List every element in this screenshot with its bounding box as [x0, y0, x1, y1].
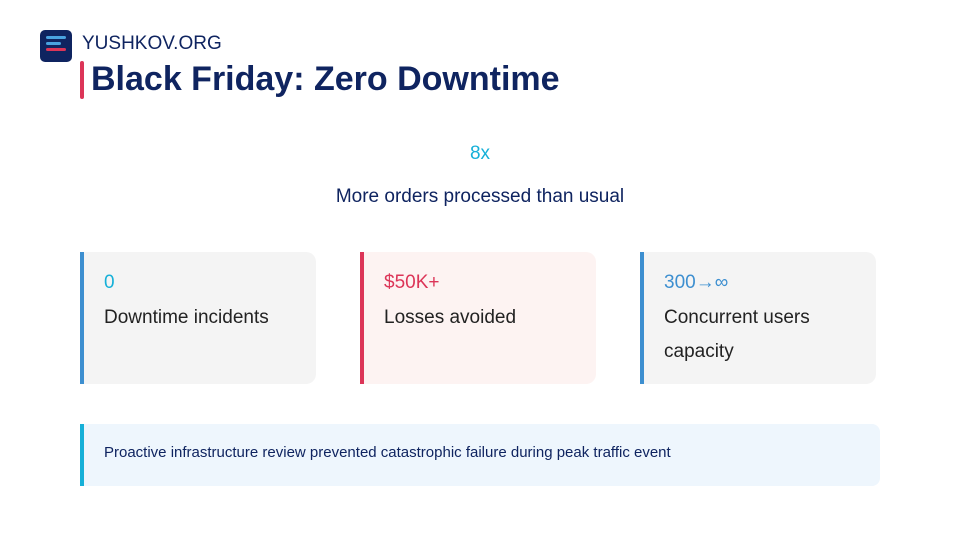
stat-value: $50K+: [384, 272, 440, 293]
stat-card-downtime: 0 Downtime incidents: [80, 252, 316, 384]
stat-value: 300→∞: [664, 272, 729, 293]
stat-label: Concurrent users capacity: [664, 307, 810, 362]
title-accent-bar: [80, 61, 84, 99]
stat-label: Losses avoided: [384, 307, 517, 328]
stat-card-losses: $50K+ Losses avoided: [360, 252, 596, 384]
stat-label: Downtime incidents: [104, 307, 269, 328]
stat-card-capacity: 300→∞ Concurrent users capacity: [640, 252, 876, 384]
stat-value: 0: [104, 272, 115, 293]
hero-label: More orders processed than usual: [335, 186, 625, 207]
callout-note: Proactive infrastructure review prevente…: [80, 424, 880, 486]
brand-name: YUSHKOV.ORG: [82, 33, 222, 54]
hero-value: 8x: [469, 143, 491, 164]
logo-icon: [40, 30, 72, 62]
page-title: Black Friday: Zero Downtime: [91, 60, 560, 98]
